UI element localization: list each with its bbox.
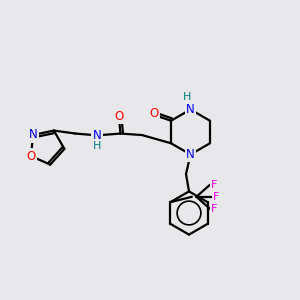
Text: O: O xyxy=(114,110,124,123)
Text: H: H xyxy=(183,92,191,102)
Text: F: F xyxy=(213,192,220,202)
Text: F: F xyxy=(211,204,218,214)
Text: N: N xyxy=(29,128,38,142)
Text: H: H xyxy=(93,142,101,152)
Text: N: N xyxy=(186,103,195,116)
Text: O: O xyxy=(26,149,35,163)
Text: N: N xyxy=(186,148,195,161)
Text: F: F xyxy=(211,180,218,190)
Text: O: O xyxy=(149,107,158,120)
Text: N: N xyxy=(93,129,101,142)
